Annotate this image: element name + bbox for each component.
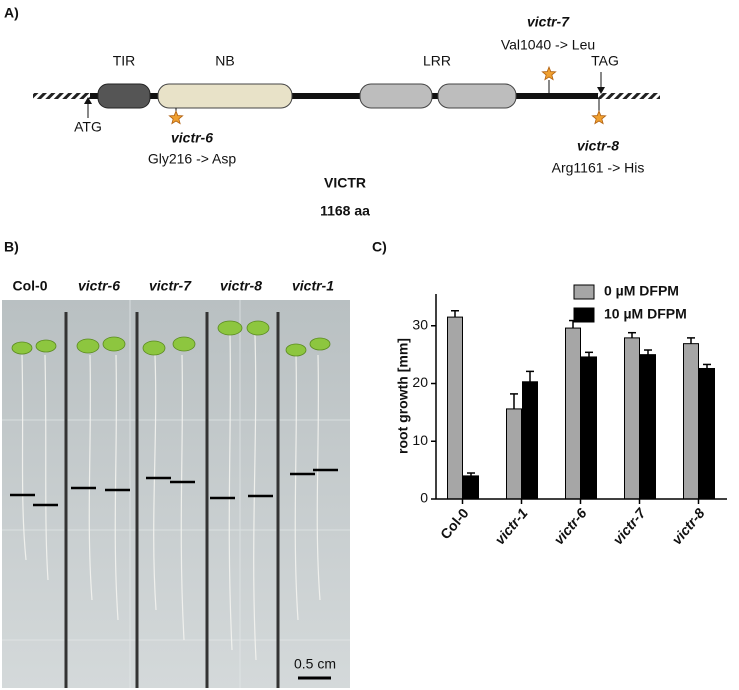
bar	[699, 367, 715, 500]
panel-c: C) root growth [mm] 0 10 20 30 Col-0 victr-1 v…	[372, 239, 727, 548]
panel-label: C)	[372, 239, 387, 255]
panel-label: B)	[4, 239, 19, 255]
bar	[506, 408, 522, 500]
mutation-star	[591, 110, 607, 125]
line-label: victr-1	[292, 278, 334, 294]
line-label: victr-6	[78, 278, 120, 294]
line-label: Col-0	[13, 278, 48, 294]
lrr-domain	[359, 83, 433, 109]
mutation-star	[168, 110, 184, 125]
panel-b: B) Col-0 victr-6 victr-7 victr-8 victr-1…	[2, 239, 350, 688]
domain-label: NB	[215, 53, 234, 69]
utr	[598, 93, 660, 99]
bar	[624, 337, 640, 500]
x-tick-label: victr-1	[491, 505, 530, 548]
domain-label: TIR	[113, 53, 136, 69]
mutation-change: Val1040 -> Leu	[501, 37, 595, 53]
x-tick-label: Col-0	[437, 505, 472, 542]
legend-swatch	[573, 307, 595, 323]
plate-grid	[2, 300, 350, 688]
x-tick-label: victr-7	[609, 504, 649, 547]
bar	[522, 381, 538, 500]
mutant-name: victr-7	[527, 14, 570, 30]
protein-name: VICTR	[324, 175, 366, 191]
legend-swatch	[573, 284, 595, 300]
tir-domain	[97, 83, 151, 109]
panel-a: A) TIR NB LRR ATG TAG victr-6 Gly216 -> …	[4, 5, 660, 219]
legend-label: 0 µM DFPM	[604, 283, 679, 299]
bar	[581, 356, 597, 500]
protein-length: 1168 aa	[320, 203, 370, 219]
y-tick-label: 20	[412, 374, 428, 390]
photo	[2, 300, 350, 688]
bar	[565, 327, 581, 500]
arrow-head	[597, 87, 605, 94]
y-tick-label: 10	[412, 432, 428, 448]
y-tick-label: 30	[412, 316, 428, 332]
legend-label: 10 µM DFPM	[604, 306, 687, 322]
mutation-change: Gly216 -> Asp	[148, 151, 237, 167]
utr	[33, 93, 90, 99]
mutant-name: victr-6	[171, 130, 213, 146]
seedlings	[11, 320, 331, 357]
root-marks	[10, 468, 338, 507]
plate-dividers	[64, 312, 280, 688]
lrr-domain	[437, 83, 517, 109]
stop-codon: TAG	[591, 53, 619, 69]
nb-domain	[157, 83, 293, 109]
mutant-name: victr-8	[577, 138, 619, 154]
domain-label: LRR	[423, 53, 451, 69]
x-tick-label: victr-6	[550, 505, 589, 548]
panel-label: A)	[4, 5, 19, 21]
arrow-head	[84, 97, 92, 104]
bar	[640, 354, 656, 500]
x-tick-label: victr-8	[668, 505, 707, 548]
scale-label: 0.5 cm	[294, 656, 336, 672]
bar	[463, 475, 479, 500]
line-label: victr-8	[220, 278, 262, 294]
gene-line	[90, 93, 598, 99]
bar	[683, 343, 699, 500]
roots	[21, 334, 321, 661]
start-codon: ATG	[74, 119, 102, 135]
y-axis-label: root growth [mm]	[395, 338, 411, 454]
mutation-star	[541, 66, 557, 81]
bar	[447, 316, 463, 500]
y-tick-label: 0	[420, 490, 428, 506]
line-label: victr-7	[149, 278, 192, 294]
mutation-change: Arg1161 -> His	[552, 160, 645, 176]
